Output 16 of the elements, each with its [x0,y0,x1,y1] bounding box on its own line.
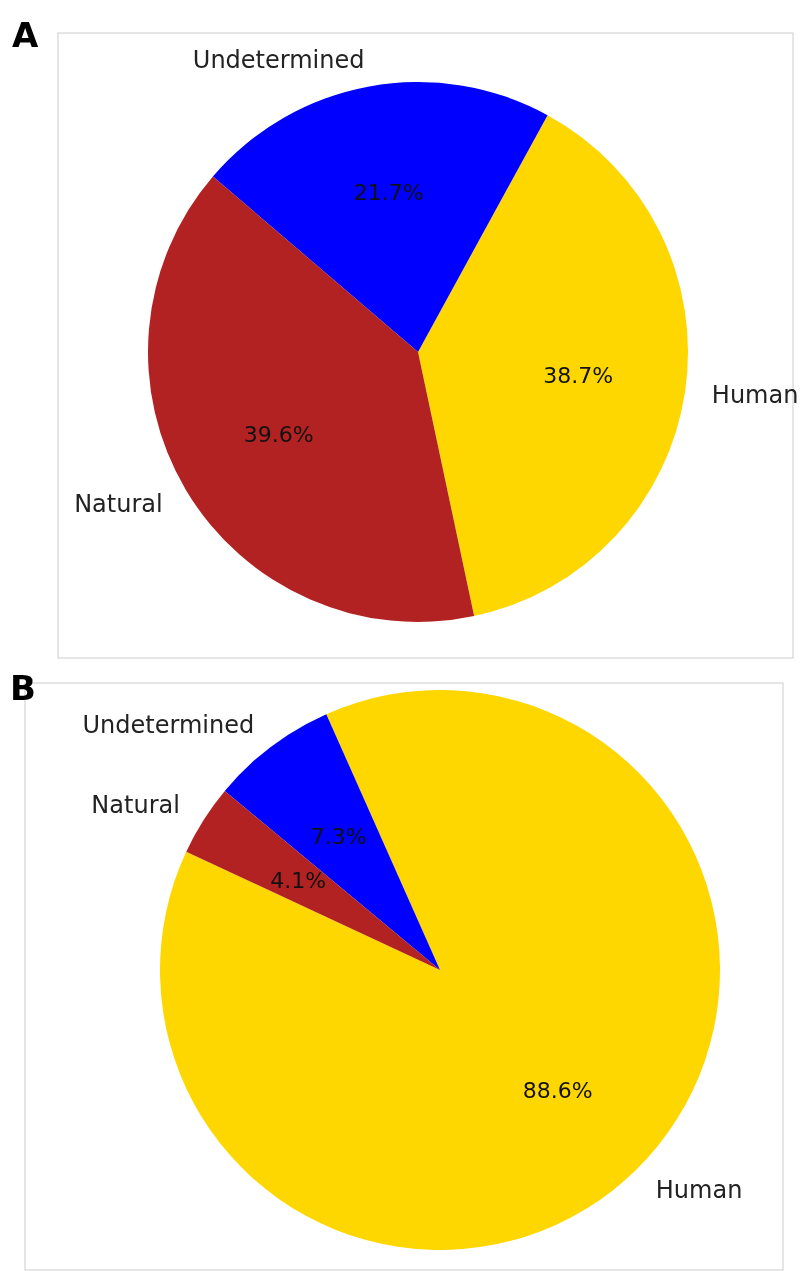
pie-slice [186,790,440,970]
data-label: 4.1% [270,867,327,893]
chart-title: B [10,668,36,709]
data-label: 38.7% [543,363,614,389]
data-label: 88.6% [522,1077,593,1103]
pie-slice [212,82,548,352]
slice-label: Human [655,1176,743,1205]
data-label: 7.3% [310,823,367,849]
data-label: 39.6% [243,422,314,448]
data-label: 21.7% [353,180,424,206]
slice-label: Natural [74,490,163,519]
slice-label: Human [711,381,799,410]
slice-label: Undetermined [82,710,255,739]
slice-label: Natural [91,791,180,820]
slice-label: Undetermined [192,46,365,75]
chart-title: A [12,15,39,56]
